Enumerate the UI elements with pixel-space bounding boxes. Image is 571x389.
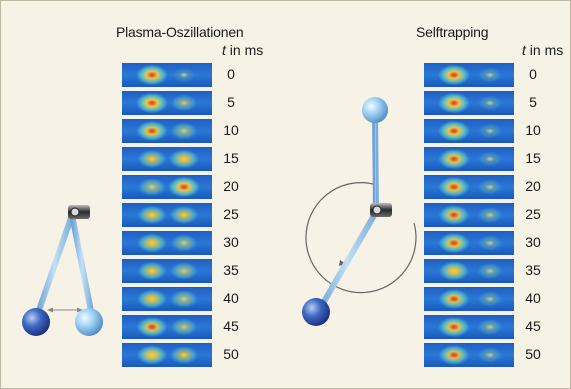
density-strip <box>122 315 212 339</box>
density-strip <box>122 119 212 143</box>
time-tick-label: 15 <box>223 150 239 166</box>
time-symbol: t <box>222 42 226 58</box>
time-symbol: t <box>522 42 526 58</box>
time-tick-label: 15 <box>525 150 541 166</box>
density-strip <box>424 231 514 255</box>
density-strip <box>122 63 212 87</box>
time-tick-label: 5 <box>529 94 537 110</box>
density-strip <box>424 287 514 311</box>
time-unit: in ms <box>229 42 264 58</box>
density-strip <box>424 343 514 367</box>
density-strip <box>424 91 514 115</box>
time-tick-label: 40 <box>223 290 239 306</box>
time-tick-label: 30 <box>525 234 541 250</box>
density-strip <box>122 287 212 311</box>
time-tick-label: 20 <box>525 178 541 194</box>
density-strip <box>122 259 212 283</box>
density-strip <box>122 147 212 171</box>
panel-title-selftrapping: Selftrapping <box>416 24 489 40</box>
time-tick-label: 10 <box>525 122 541 138</box>
time-tick-label: 40 <box>525 290 541 306</box>
time-tick-label: 45 <box>525 318 541 334</box>
density-strip <box>122 343 212 367</box>
time-tick-label: 5 <box>227 94 235 110</box>
time-tick-label: 0 <box>227 66 235 82</box>
density-strip <box>424 315 514 339</box>
time-tick-label: 0 <box>529 66 537 82</box>
density-strip <box>424 147 514 171</box>
time-tick-label: 35 <box>525 262 541 278</box>
time-tick-label: 20 <box>223 178 239 194</box>
density-strip <box>424 259 514 283</box>
density-strip <box>122 175 212 199</box>
density-strip <box>122 91 212 115</box>
time-tick-label: 25 <box>223 206 239 222</box>
time-tick-label: 50 <box>223 346 239 362</box>
time-header-left: t in ms <box>222 42 263 58</box>
density-strip <box>424 63 514 87</box>
time-unit: in ms <box>529 42 564 58</box>
time-tick-label: 10 <box>223 122 239 138</box>
time-tick-label: 50 <box>525 346 541 362</box>
time-tick-label: 45 <box>223 318 239 334</box>
time-tick-label: 35 <box>223 262 239 278</box>
coupled-pendulum-icon <box>22 205 103 336</box>
density-strip <box>122 203 212 227</box>
rotating-pendulum-icon <box>302 97 417 326</box>
panel-title-plasma: Plasma-Oszillationen <box>116 24 244 40</box>
density-strip <box>424 203 514 227</box>
time-header-right: t in ms <box>522 42 563 58</box>
time-tick-label: 25 <box>525 206 541 222</box>
density-strip <box>122 231 212 255</box>
time-tick-label: 30 <box>223 234 239 250</box>
density-strip <box>424 119 514 143</box>
density-strip <box>424 175 514 199</box>
